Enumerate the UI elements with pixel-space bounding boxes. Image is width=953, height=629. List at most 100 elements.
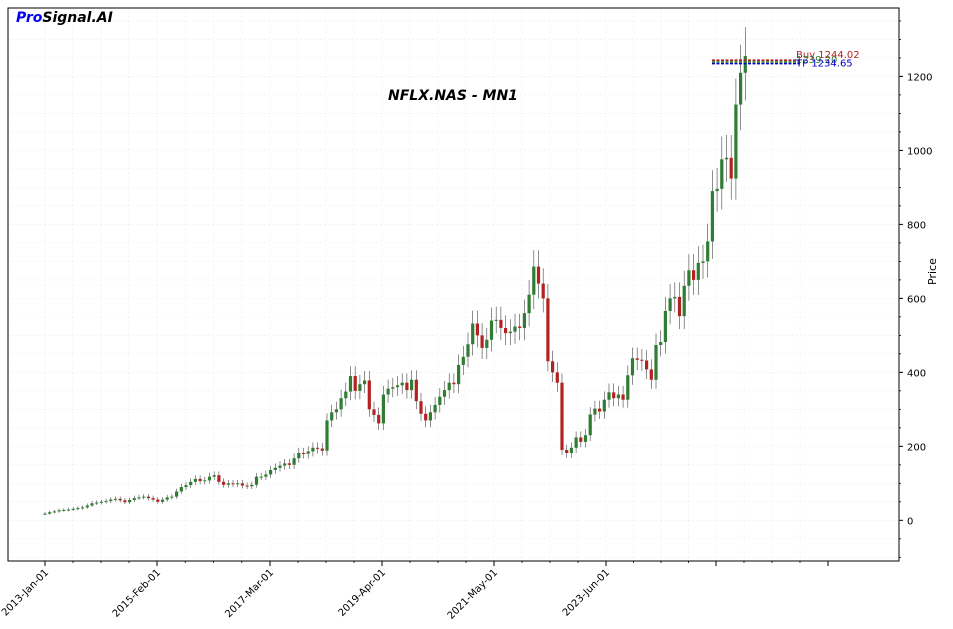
candle-body xyxy=(621,394,625,400)
candle-body xyxy=(250,484,254,487)
candle-body xyxy=(316,447,320,449)
candle-body xyxy=(62,509,66,511)
candle-body xyxy=(198,478,202,482)
x-tick-label: 2013-Jan-01 xyxy=(0,567,51,618)
candle-body xyxy=(499,319,503,328)
candle-body xyxy=(57,510,61,512)
candle-body xyxy=(560,382,564,451)
candle-body xyxy=(480,335,484,348)
candle-body xyxy=(461,356,465,365)
candle-body xyxy=(339,398,343,410)
candle-body xyxy=(504,327,508,334)
candle-body xyxy=(52,511,56,513)
level-label: Buy 1244.02 xyxy=(796,50,860,61)
candle-body xyxy=(630,358,635,376)
candle-body xyxy=(66,509,71,511)
candle-body xyxy=(344,391,348,399)
y-tick-label: 800 xyxy=(907,220,926,231)
level-label: TP 1234.65 xyxy=(795,59,853,70)
candle-body xyxy=(579,437,583,442)
candle-body xyxy=(301,452,306,454)
candle-body xyxy=(207,476,212,481)
candle-body xyxy=(128,499,132,503)
candle-body xyxy=(118,498,122,501)
chart-title: NFLX.NAS - MN1 xyxy=(388,88,518,104)
candle-body xyxy=(706,241,710,262)
candle-body xyxy=(555,372,559,383)
candle-body xyxy=(330,412,334,421)
candle-body xyxy=(598,408,602,412)
candle-body xyxy=(353,376,357,391)
candle-body xyxy=(142,496,146,498)
candle-body xyxy=(395,385,400,388)
candle-body xyxy=(466,344,470,357)
candle-body xyxy=(137,497,141,499)
candle-body xyxy=(527,294,531,314)
candle-body xyxy=(489,320,494,340)
candle-body xyxy=(428,412,432,421)
candle-body xyxy=(156,499,160,502)
candle-body xyxy=(43,513,47,515)
candle-body xyxy=(635,358,639,360)
candle-body xyxy=(729,157,733,179)
x-tick-label: 2019-Apr-01 xyxy=(337,567,389,619)
candle-body xyxy=(471,323,475,345)
candle-body xyxy=(541,283,545,299)
x-tick-label: 2023-Jun-01 xyxy=(561,567,612,618)
candle-body xyxy=(372,409,376,415)
candle-body xyxy=(245,485,249,487)
candle-body xyxy=(381,394,385,424)
candle-body xyxy=(240,483,244,486)
candle-body xyxy=(673,296,677,299)
candle-body xyxy=(518,326,522,328)
y-tick-label: 400 xyxy=(907,368,926,379)
candle-body xyxy=(607,392,611,400)
candle-body xyxy=(626,375,630,400)
candle-body xyxy=(720,159,724,189)
candle-body xyxy=(179,487,183,492)
candle-body xyxy=(48,512,52,514)
candle-body xyxy=(231,483,235,485)
candle-body xyxy=(363,380,367,385)
candle-body xyxy=(682,285,686,317)
candle-body xyxy=(616,394,620,399)
candle-body xyxy=(113,498,118,500)
candle-body xyxy=(588,414,592,436)
candle-body xyxy=(414,379,418,402)
y-axis-label: Price xyxy=(926,258,939,285)
candle-body xyxy=(532,266,536,295)
candle-body xyxy=(71,508,75,510)
candle-body xyxy=(565,450,569,453)
chart-grid xyxy=(8,8,899,561)
candle-body xyxy=(269,470,273,475)
candle-body xyxy=(76,508,80,510)
y-tick-label: 600 xyxy=(907,294,926,305)
candle-body xyxy=(424,413,428,421)
candle-body xyxy=(602,399,606,412)
level-label: 1239.20 xyxy=(796,55,837,66)
candle-body xyxy=(710,191,714,242)
candle-body xyxy=(226,483,230,485)
candle-body xyxy=(259,476,263,478)
candle-body xyxy=(405,382,409,391)
candle-body xyxy=(165,497,169,500)
candle-body xyxy=(278,465,282,468)
brand-pro: Pro xyxy=(16,10,43,26)
candle-body xyxy=(325,420,329,451)
candle-body xyxy=(146,496,150,499)
candle-body xyxy=(193,478,197,482)
candle-body xyxy=(593,408,597,415)
x-tick-label: 2021-May-01 xyxy=(446,567,500,621)
candle-body xyxy=(212,475,216,477)
candle-body xyxy=(400,382,404,386)
candle-body xyxy=(452,382,456,385)
candle-body xyxy=(546,298,550,362)
brand-logo: ProSignal.AI xyxy=(16,10,113,26)
candle-body xyxy=(99,501,103,503)
candle-body xyxy=(95,502,99,504)
candle-body xyxy=(442,390,447,397)
candle-body xyxy=(348,376,353,392)
candle-body xyxy=(264,474,268,477)
candle-body xyxy=(222,481,226,485)
